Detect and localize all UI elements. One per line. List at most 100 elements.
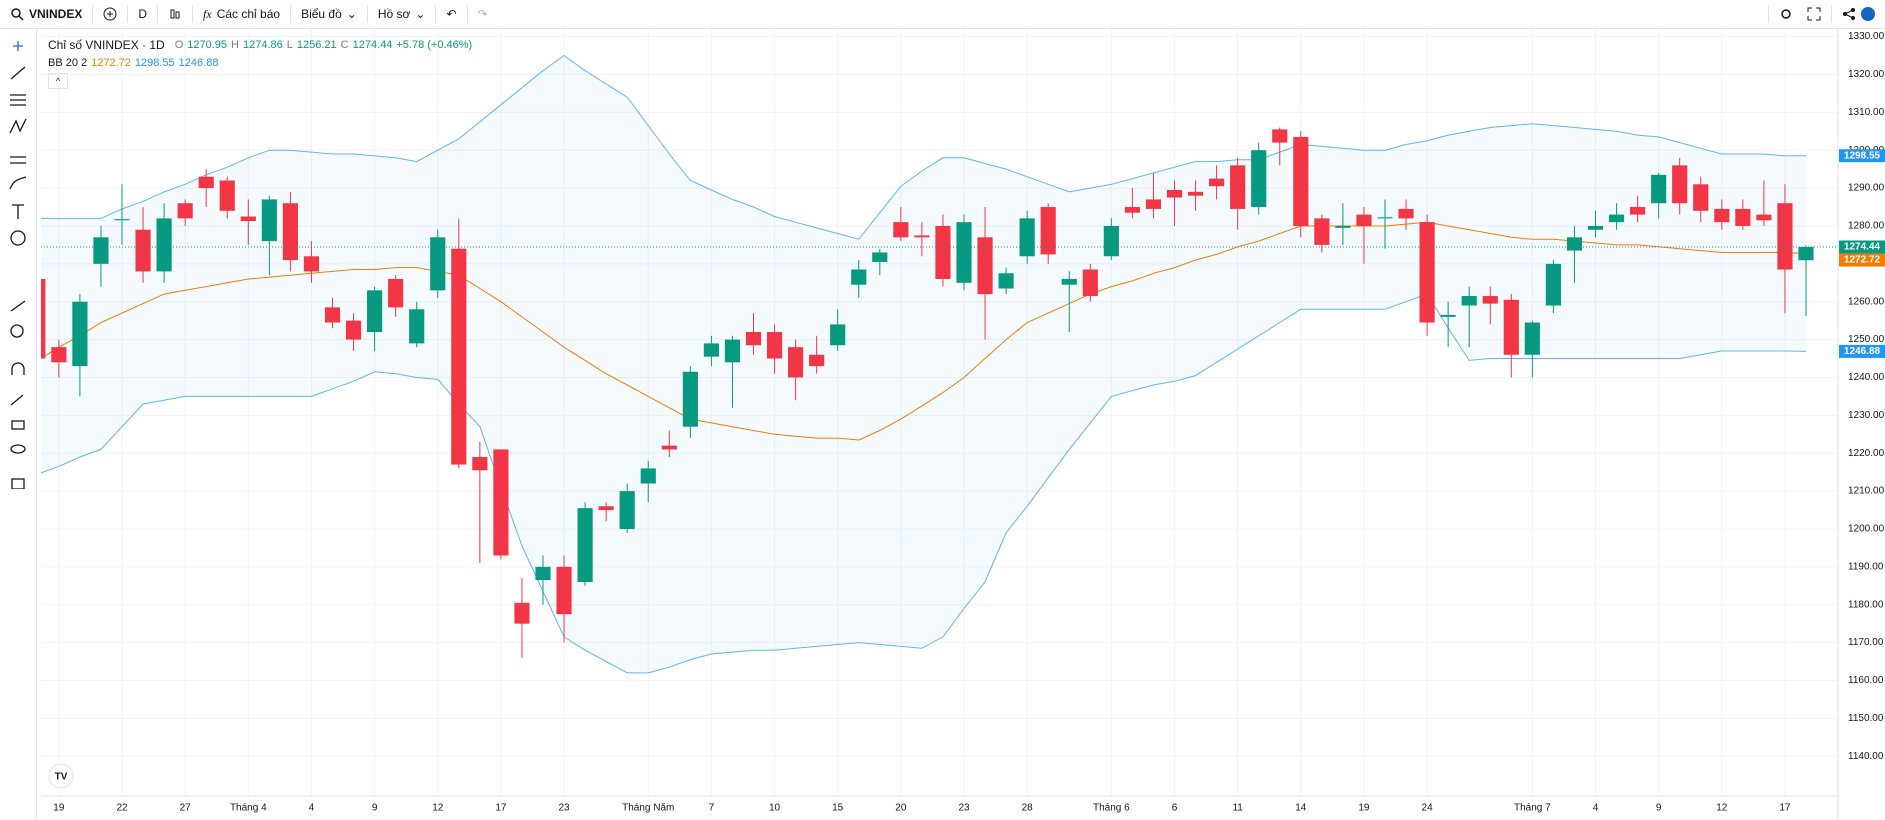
candle-body bbox=[1503, 299, 1519, 355]
undo[interactable]: ↶ bbox=[436, 5, 468, 23]
candle-body bbox=[640, 468, 656, 484]
candle-body bbox=[240, 216, 256, 222]
candle-body bbox=[1440, 314, 1456, 317]
candle-body bbox=[1040, 207, 1056, 255]
candle-body bbox=[577, 508, 593, 582]
candle-body bbox=[1335, 225, 1351, 228]
grid bbox=[41, 29, 1838, 796]
symbol: VNINDEX bbox=[29, 7, 83, 21]
h-value: 1274.86 bbox=[242, 39, 283, 51]
x-tick-label: 24 bbox=[1422, 803, 1434, 814]
y-tick-label: 1160.00 bbox=[1848, 675, 1884, 686]
price-badge-label: 1274.44 bbox=[1844, 242, 1881, 253]
candle-body bbox=[51, 347, 67, 363]
candle-body bbox=[1651, 174, 1667, 204]
candle-body bbox=[703, 343, 719, 357]
x-tick-label: 12 bbox=[432, 803, 444, 814]
candle-body bbox=[998, 273, 1014, 289]
x-tick-label: 4 bbox=[309, 803, 315, 814]
x-tick-label: Tháng Năm bbox=[622, 803, 674, 814]
candle-body bbox=[219, 180, 235, 211]
pattern-tool[interactable] bbox=[9, 118, 27, 134]
candle-body bbox=[535, 566, 551, 581]
candle-body bbox=[661, 445, 677, 450]
svg-text:TV: TV bbox=[55, 772, 68, 783]
y-tick-label: 1250.00 bbox=[1848, 334, 1885, 345]
candle-body bbox=[514, 602, 530, 624]
profile-menu[interactable]: Hồ sơ ⌄ bbox=[368, 5, 437, 23]
candle-body bbox=[388, 278, 404, 308]
candle-body bbox=[345, 320, 362, 340]
redo[interactable]: ↷ bbox=[477, 7, 488, 21]
candle-body bbox=[1272, 129, 1288, 143]
fib-tool[interactable] bbox=[10, 94, 26, 106]
hide-tool[interactable] bbox=[10, 444, 26, 454]
candle-body bbox=[1524, 322, 1540, 355]
bb-middle-line bbox=[41, 221, 1807, 441]
candle-body bbox=[1608, 214, 1625, 223]
candle-body bbox=[830, 324, 846, 346]
candle-body bbox=[1419, 222, 1435, 323]
candle-body bbox=[872, 252, 888, 262]
x-tick-label: 4 bbox=[1593, 803, 1599, 814]
settings-icon bbox=[1781, 9, 1791, 19]
x-tick-label: 22 bbox=[116, 803, 128, 814]
emoji-tool[interactable] bbox=[10, 230, 26, 246]
ruler-tool[interactable] bbox=[10, 300, 26, 312]
y-tick-label: 1330.00 bbox=[1848, 31, 1885, 42]
l-value: 1256.21 bbox=[296, 39, 337, 51]
candle-body bbox=[135, 229, 151, 272]
candle-body bbox=[93, 237, 109, 264]
candle-body bbox=[724, 339, 741, 363]
candle-body bbox=[1693, 184, 1709, 211]
collapse-button[interactable]: ^ bbox=[48, 73, 68, 89]
symbol-search[interactable]: VNINDEX bbox=[0, 5, 94, 23]
x-tick-label: 14 bbox=[1295, 803, 1307, 814]
bb-upper-value: 1298.55 bbox=[134, 57, 175, 69]
bb-upper-line bbox=[41, 54, 1807, 240]
text-tool[interactable] bbox=[12, 204, 24, 219]
price-badge bbox=[1839, 240, 1885, 254]
lock-tool[interactable] bbox=[11, 420, 25, 430]
candle-body bbox=[451, 248, 467, 465]
candle-body bbox=[1798, 247, 1814, 261]
candle-body bbox=[745, 332, 762, 346]
drawing-toolbar bbox=[0, 29, 37, 820]
indicators[interactable]: fx Các chỉ báo bbox=[193, 5, 292, 23]
c-value: 1274.44 bbox=[352, 39, 393, 51]
chart-menu[interactable]: Biểu đồ ⌄ bbox=[291, 5, 368, 23]
lock-draw-tool[interactable] bbox=[10, 394, 24, 406]
interval[interactable]: D bbox=[128, 5, 159, 23]
candle-body bbox=[493, 449, 509, 556]
candle-body bbox=[914, 235, 930, 238]
x-tick-label: 7 bbox=[709, 803, 715, 814]
candle-body bbox=[114, 219, 130, 221]
compare[interactable] bbox=[93, 5, 129, 23]
x-tick-label: 11 bbox=[1232, 803, 1243, 814]
zoom-tool[interactable] bbox=[10, 324, 24, 338]
candle-body bbox=[177, 203, 193, 219]
candle-body bbox=[682, 371, 698, 427]
x-tick-label: 23 bbox=[958, 803, 970, 814]
candle-icon bbox=[170, 9, 180, 19]
brush-tool[interactable] bbox=[9, 176, 27, 190]
candle-body bbox=[1398, 208, 1414, 219]
candle-body bbox=[367, 290, 383, 333]
price-badge-label: 1298.55 bbox=[1844, 150, 1881, 161]
share[interactable] bbox=[1832, 5, 1885, 23]
x-tick-label: 28 bbox=[1022, 803, 1034, 814]
settings[interactable] bbox=[1768, 5, 1832, 23]
candle-body bbox=[956, 222, 972, 283]
x-tick-label: 12 bbox=[1716, 803, 1728, 814]
crosshair-tool[interactable] bbox=[13, 41, 23, 51]
l-label: L bbox=[286, 39, 293, 51]
line-tool[interactable] bbox=[10, 66, 26, 80]
forecast-tool[interactable] bbox=[10, 156, 26, 164]
plot-area bbox=[41, 54, 1838, 674]
candle-body bbox=[1209, 178, 1225, 187]
x-tick-label: 9 bbox=[1656, 803, 1662, 814]
magnet-tool[interactable] bbox=[11, 362, 25, 375]
candle-body bbox=[1735, 208, 1751, 226]
chart-style[interactable] bbox=[158, 5, 194, 23]
